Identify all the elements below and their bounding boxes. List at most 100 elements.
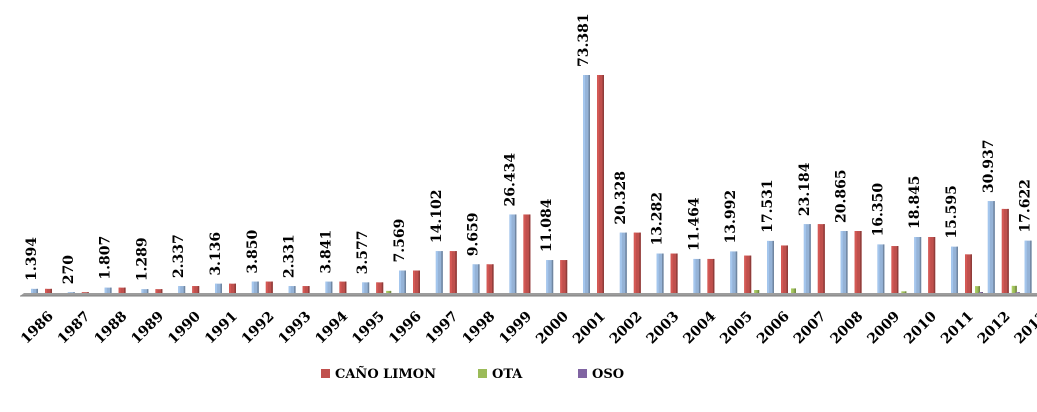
x-tick-label: 2009 xyxy=(864,309,903,348)
bar-cano-limon xyxy=(81,292,89,293)
chart-floor xyxy=(20,293,1037,297)
total-bar xyxy=(583,75,590,293)
x-tick-label: 2002 xyxy=(607,309,646,348)
x-tick-label: 1986 xyxy=(18,309,57,348)
x-tick-label: 1999 xyxy=(496,309,535,348)
x-tick-label: 2007 xyxy=(791,309,830,348)
bar-ota xyxy=(386,290,392,293)
total-bar xyxy=(840,231,848,293)
data-label: 15.595 xyxy=(944,185,960,239)
bar-cano-limon xyxy=(45,288,52,293)
x-axis-tick-labels: 1986198719881989199019911992199319941995… xyxy=(18,308,1037,347)
total-bar xyxy=(914,237,922,293)
x-tick-label: 1989 xyxy=(128,309,167,348)
data-label: 9.659 xyxy=(466,212,482,256)
bar-cano-limon xyxy=(229,283,236,293)
x-tick-label: 1998 xyxy=(460,309,499,348)
x-tick-label: 1997 xyxy=(423,309,462,348)
x-tick-label: 1993 xyxy=(276,309,315,348)
data-label: 30.937 xyxy=(981,139,997,193)
bar-ota xyxy=(754,290,760,293)
total-bar xyxy=(325,281,333,293)
data-label: 16.350 xyxy=(870,183,886,237)
bar-cano-limon xyxy=(265,281,273,293)
total-bar xyxy=(546,260,554,293)
data-label: 3.136 xyxy=(208,232,224,276)
x-tick-label: 1995 xyxy=(349,309,388,348)
bar-cano-limon xyxy=(192,286,200,293)
total-bar xyxy=(730,251,738,293)
bar-cano-limon xyxy=(376,282,384,293)
total-bar xyxy=(288,286,296,293)
data-label: 20.328 xyxy=(613,171,629,225)
x-tick-label: 2004 xyxy=(680,308,719,347)
legend-item: CAÑO LIMON xyxy=(321,366,436,382)
total-bar xyxy=(619,232,627,293)
data-label: 7.569 xyxy=(392,219,408,263)
bar-cano-limon xyxy=(486,264,494,293)
total-bar xyxy=(693,258,701,293)
total-bar xyxy=(1024,240,1032,293)
x-tick-label: 2005 xyxy=(717,309,756,348)
bar-cano-limon xyxy=(817,224,825,293)
total-bar xyxy=(251,281,259,293)
x-tick-label: 1990 xyxy=(165,308,204,347)
chart-bars xyxy=(31,75,1032,293)
total-bar xyxy=(803,224,811,293)
data-label: 20.865 xyxy=(834,169,850,223)
data-label: 23.184 xyxy=(797,162,813,216)
legend-swatch xyxy=(578,369,587,378)
chart-floor-plane xyxy=(20,293,1037,296)
data-label: 1.289 xyxy=(134,237,150,281)
bar-cano-limon xyxy=(965,254,972,293)
x-tick-label: 2011 xyxy=(938,309,977,348)
bar-cano-limon xyxy=(118,287,126,293)
data-label: 17.622 xyxy=(1018,179,1034,233)
total-bar xyxy=(178,286,186,293)
bar-cano-limon xyxy=(339,281,347,293)
bar-cano-limon xyxy=(633,232,641,293)
legend-swatch xyxy=(321,369,330,378)
data-label: 11.084 xyxy=(539,198,555,252)
bar-cano-limon xyxy=(891,246,899,293)
x-tick-label: 1994 xyxy=(312,308,351,347)
data-label: 2.331 xyxy=(282,234,298,278)
data-label: 17.531 xyxy=(760,179,776,233)
bar-ota xyxy=(901,291,907,293)
total-bar xyxy=(472,264,480,293)
total-bar xyxy=(951,246,958,293)
total-bar xyxy=(877,244,885,293)
data-label: 13.992 xyxy=(723,190,739,244)
bar-cano-limon xyxy=(744,255,752,293)
legend-swatch xyxy=(478,369,487,378)
bar-cano-limon xyxy=(302,286,310,293)
data-label: 1.394 xyxy=(24,237,40,281)
data-label: 2.337 xyxy=(171,234,187,278)
total-bar xyxy=(362,282,370,293)
x-tick-label: 1987 xyxy=(55,309,94,348)
data-label: 11.464 xyxy=(686,197,702,251)
bar-cano-limon xyxy=(707,258,715,293)
total-bar xyxy=(141,289,149,293)
bar-cano-limon xyxy=(413,270,420,293)
x-tick-label: 2012 xyxy=(975,309,1014,348)
total-bar xyxy=(656,253,664,293)
x-tick-label: 2000 xyxy=(533,308,572,347)
data-label: 13.282 xyxy=(650,192,666,246)
total-bar xyxy=(987,201,995,293)
x-tick-label: 1991 xyxy=(202,309,241,348)
data-label: 1.807 xyxy=(98,236,114,280)
bar-cano-limon xyxy=(155,289,163,293)
bar-ota xyxy=(791,288,796,293)
bar-cano-limon xyxy=(449,251,457,293)
legend-label: OTA xyxy=(492,367,523,382)
total-bar xyxy=(215,283,222,293)
legend-label: CAÑO LIMON xyxy=(335,366,436,382)
data-label: 3.850 xyxy=(245,229,261,273)
x-tick-label: 1988 xyxy=(92,309,131,348)
legend-item: OTA xyxy=(478,367,523,382)
data-label: 18.845 xyxy=(907,175,923,229)
total-bar xyxy=(399,270,406,293)
total-bar xyxy=(435,251,443,293)
